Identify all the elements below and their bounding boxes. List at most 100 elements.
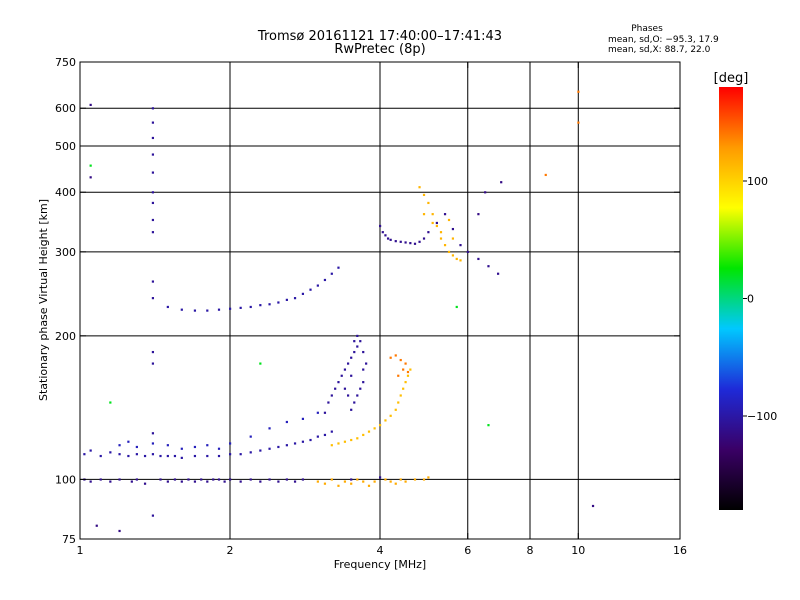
data-point [151,297,155,300]
data-point [268,447,271,450]
data-point [173,454,177,458]
data-point [455,257,458,261]
data-point [343,440,347,443]
data-point [89,103,92,107]
data-point [384,234,387,237]
data-point [323,411,327,414]
data-point [193,445,197,449]
data-point [180,447,183,450]
data-point [259,362,262,365]
data-point [118,453,121,456]
data-point [268,303,271,306]
data-point [431,213,434,216]
data-point [409,242,412,245]
data-point [404,480,407,483]
data-point [259,304,262,307]
data-point [409,368,412,371]
data-point [443,213,447,216]
data-point [367,430,371,433]
data-point [277,301,280,304]
info-line-x: mean, sd,X: 88.7, 22.0 [608,45,711,55]
x-tick-label: 8 [527,544,534,557]
y-tick-label: 750 [55,56,76,69]
data-point [323,482,327,485]
data-point [193,480,197,483]
y-tick-label: 75 [62,533,76,546]
data-point [477,213,480,216]
data-point [356,345,359,348]
data-point [379,424,382,427]
x-axis-ticks: 1 2 4 6 8 10 16 [77,62,687,557]
y-tick-label: 500 [55,140,76,153]
data-point [293,297,297,300]
data-point [389,356,392,359]
colorbar [719,87,743,510]
data-point [406,370,410,374]
data-point [447,250,451,254]
data-point [406,374,410,377]
y-tick-label: 400 [55,186,76,199]
y-tick-label: 300 [55,246,76,259]
data-point [285,444,288,447]
data-point [166,305,169,309]
data-point [330,394,333,397]
data-points [83,90,595,533]
data-point [386,237,390,240]
data-point [451,237,455,240]
data-point [239,453,242,456]
data-point [95,524,98,527]
data-point [373,427,376,430]
data-point [381,231,384,234]
data-point [229,453,232,456]
data-point [229,478,232,481]
data-point [135,478,138,481]
data-point [343,368,347,371]
data-point [394,240,397,243]
data-point [151,432,155,435]
data-point [206,309,209,312]
data-point [277,445,280,449]
data-point [89,480,92,483]
data-point [484,191,487,194]
data-point [350,374,353,377]
data-point [99,454,102,458]
data-point [337,381,340,384]
data-point [413,478,417,481]
data-point [356,478,359,481]
data-point [330,430,333,433]
data-point [151,453,155,456]
data-point [346,394,350,397]
colorbar-tick-label: 0 [747,293,754,306]
data-point [362,433,365,437]
data-point [323,433,327,437]
data-point [151,107,155,110]
grid-lines [80,62,680,539]
data-point [309,288,312,291]
info-line-o: mean, sd,O: −95.3, 17.9 [608,35,719,45]
data-point [455,305,458,309]
y-tick-label: 600 [55,102,76,115]
data-point [330,272,333,275]
data-point [365,362,368,365]
data-point [249,478,252,481]
data-point [427,231,430,234]
data-point [206,444,209,447]
x-tick-label: 1 [77,544,84,557]
data-point [166,454,169,458]
data-point [451,254,455,257]
data-point [151,201,155,205]
data-point [500,181,503,184]
data-point [316,480,319,483]
data-point [356,334,359,338]
data-point [89,176,92,179]
data-point [249,305,252,309]
data-point [544,173,547,177]
data-point [130,480,133,483]
data-point [404,381,407,384]
data-point [301,440,305,443]
data-point [350,478,353,481]
data-point [459,244,462,247]
data-point [316,435,319,438]
data-point [330,444,333,447]
data-point [577,121,580,124]
